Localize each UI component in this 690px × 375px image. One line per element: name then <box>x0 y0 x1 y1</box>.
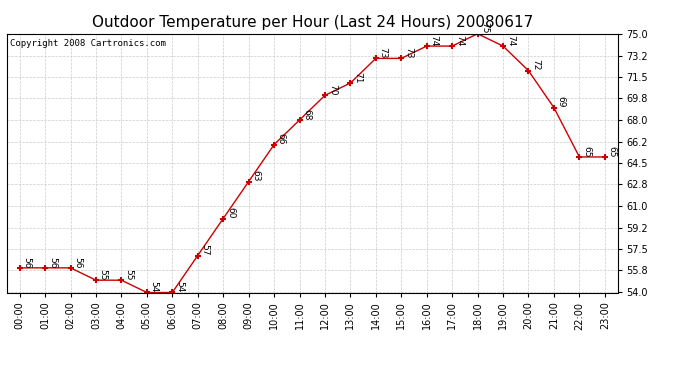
Text: 56: 56 <box>48 256 57 268</box>
Text: 74: 74 <box>429 35 439 46</box>
Text: 74: 74 <box>455 35 464 46</box>
Text: 75: 75 <box>480 22 489 34</box>
Title: Outdoor Temperature per Hour (Last 24 Hours) 20080617: Outdoor Temperature per Hour (Last 24 Ho… <box>92 15 533 30</box>
Text: 56: 56 <box>73 256 82 268</box>
Text: 56: 56 <box>22 256 32 268</box>
Text: 74: 74 <box>506 35 515 46</box>
Text: 71: 71 <box>353 72 362 83</box>
Text: 55: 55 <box>124 269 133 280</box>
Text: 73: 73 <box>404 47 413 58</box>
Text: 70: 70 <box>328 84 337 96</box>
Text: 65: 65 <box>608 146 617 157</box>
Text: 66: 66 <box>277 134 286 145</box>
Text: 60: 60 <box>226 207 235 219</box>
Text: 63: 63 <box>251 170 260 182</box>
Text: 55: 55 <box>99 269 108 280</box>
Text: 69: 69 <box>557 96 566 108</box>
Text: 68: 68 <box>302 109 311 120</box>
Text: 73: 73 <box>379 47 388 58</box>
Text: 54: 54 <box>150 281 159 292</box>
Text: 57: 57 <box>201 244 210 256</box>
Text: 54: 54 <box>175 281 184 292</box>
Text: 72: 72 <box>531 60 540 71</box>
Text: 65: 65 <box>582 146 591 157</box>
Text: Copyright 2008 Cartronics.com: Copyright 2008 Cartronics.com <box>10 39 166 48</box>
